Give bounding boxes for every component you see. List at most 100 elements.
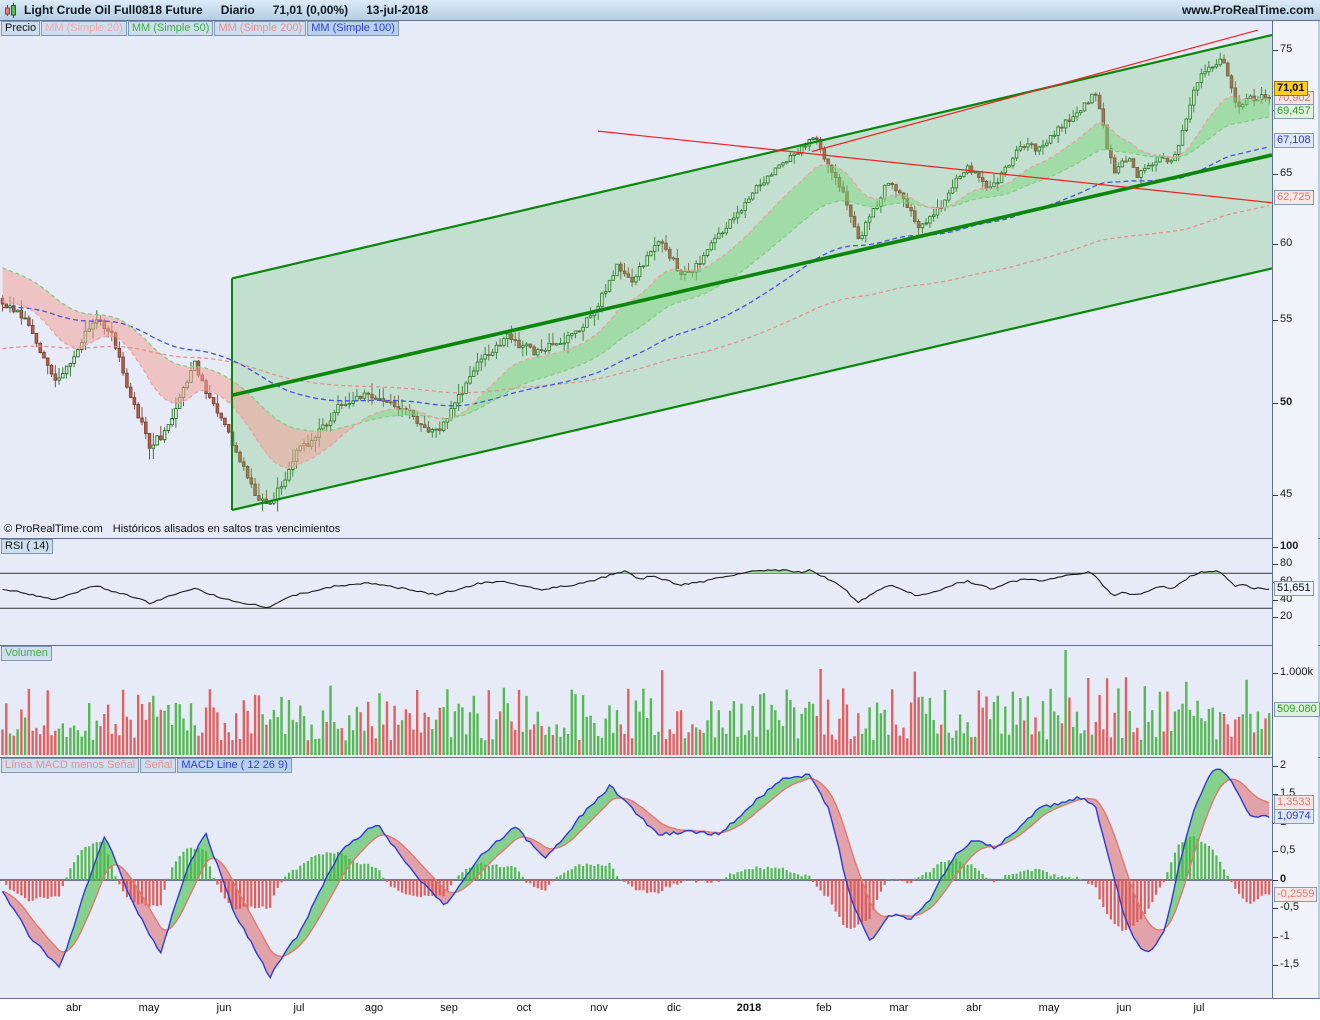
price-tick-mark: [1273, 174, 1278, 175]
rsi-tick-label: 20: [1280, 610, 1293, 622]
month-label-2018: 2018: [736, 1002, 762, 1014]
macd-band-bullish: [168, 833, 215, 930]
macd-tick-label: -0,5: [1280, 901, 1299, 913]
macd-current-value-box: -0,2559: [1274, 887, 1318, 902]
timeframe-label[interactable]: Diario: [220, 3, 255, 17]
volume-chip-row: Volumen: [1, 646, 52, 661]
copyright-text: © ProRealTime.com: [4, 523, 103, 535]
macd-tick-mark: [1273, 766, 1278, 767]
month-label-nov: nov: [590, 1002, 608, 1014]
month-label-jun: jun: [216, 1002, 232, 1014]
candlestick-logo-icon: [4, 2, 18, 18]
website-link[interactable]: www.ProRealTime.com: [1181, 3, 1314, 17]
price-tick-label: 75: [1280, 43, 1293, 55]
time-axis-strip[interactable]: abr may jun jul ago sep oct nov dic 2018 feb mar abr…: [0, 999, 1320, 1020]
month-label-jun: jun: [1116, 1002, 1132, 1014]
ma-cloud-bullish: [945, 96, 1270, 208]
ma100-line: [2, 146, 1270, 407]
price-current-value-box: 67,108: [1274, 133, 1314, 148]
macd-panel-bg: [0, 756, 1272, 998]
footnote-text: Históricos alisados en saltos tras venci…: [112, 523, 341, 535]
channel-mid-line: [231, 153, 1272, 397]
channel-bottom-line: [231, 267, 1272, 512]
month-label-feb: feb: [816, 1002, 832, 1014]
macd-tick-mark: [1273, 880, 1278, 881]
month-label-jul: jul: [1193, 1002, 1205, 1014]
volume-label-chip[interactable]: Volumen: [1, 646, 52, 661]
rsi-tick-mark: [1273, 600, 1278, 601]
rsi-chip-row: RSI ( 14): [1, 539, 54, 554]
legend-ma50-chip[interactable]: MM (Simple 50): [127, 21, 214, 36]
macd-band-bearish: [621, 798, 722, 836]
ma-cloud-bearish: [2, 267, 358, 468]
price-tick-label: 65: [1280, 167, 1293, 179]
macd-tick-mark: [1273, 937, 1278, 938]
rsi-overbought-fill: [742, 569, 817, 574]
month-label-sep: sep: [440, 1002, 458, 1014]
last-price-and-change: 71,01 (0,00%): [272, 3, 349, 17]
price-tick-mark: [1273, 50, 1278, 51]
price-tick-mark: [1273, 244, 1278, 245]
rsi-tick-label: 80: [1280, 557, 1293, 569]
price-tick-label: 45: [1280, 488, 1293, 500]
macd-chip-row: Línea MACD menos Señal Señal MACD Line (…: [1, 758, 292, 773]
rsi-current-value-box: 51,651: [1274, 581, 1314, 596]
price-tick-mark: [1273, 495, 1278, 496]
macd-band-bearish: [117, 865, 168, 953]
macd-band-bullish: [997, 796, 1084, 846]
copyright-line: © ProRealTime.com Históricos alisados en …: [4, 523, 350, 535]
ma-cloud-bullish: [357, 409, 435, 424]
price-tick-mark: [1273, 403, 1278, 404]
price-current-value-box: 71,01: [1274, 81, 1308, 96]
macd-band-bearish: [385, 835, 455, 905]
macd-histogram-chip[interactable]: Línea MACD menos Señal: [1, 758, 140, 773]
ma50-line: [2, 116, 1270, 432]
red-ascending-trendline: [811, 29, 1259, 153]
macd-tick-mark: [1273, 794, 1278, 795]
macd-band-bullish: [1164, 769, 1231, 929]
price-tick-label: 55: [1280, 313, 1293, 325]
macd-signal-chip[interactable]: Señal: [140, 758, 177, 773]
rsi-tick-label: 40: [1280, 593, 1293, 605]
volume-tick-label: 1.000k: [1280, 666, 1314, 678]
rsi-label-chip[interactable]: RSI ( 14): [1, 539, 54, 554]
month-label-dic: dic: [666, 1002, 682, 1014]
instrument-name: Light Crude Oil Full0818 Future: [24, 3, 203, 17]
title-bar: Light Crude Oil Full0818 Future Diario 7…: [0, 0, 1320, 21]
price-tick-label: 60: [1280, 237, 1293, 249]
price-current-value-box: 69,457: [1274, 104, 1314, 119]
macd-line: [1, 768, 1270, 980]
legend-price-chip[interactable]: Precio: [1, 21, 41, 36]
legend-ma100-chip[interactable]: MM (Simple 100): [307, 21, 399, 36]
main-chart-layer: [0, 29, 1272, 512]
macd-tick-label: 0: [1280, 873, 1287, 885]
macd-tick-mark: [1273, 908, 1278, 909]
legend-ma20-chip[interactable]: MM (Simple 20): [41, 21, 127, 36]
macd-tick-label: -1: [1280, 930, 1290, 942]
month-label-ago: ago: [364, 1002, 384, 1014]
macd-current-value-box: 1,0974: [1274, 809, 1314, 824]
legend-ma200-chip[interactable]: MM (Simple 200): [214, 21, 307, 36]
macd-histogram-positive: [65, 836, 1229, 880]
price-tick-label: 50: [1280, 396, 1293, 408]
month-label-abr: abr: [966, 1002, 982, 1014]
month-label-oct: oct: [516, 1002, 532, 1014]
macd-band-bearish: [524, 837, 554, 858]
macd-current-value-box: 1,3533: [1274, 795, 1314, 810]
macd-tick-mark: [1273, 965, 1278, 966]
volume-bars-down: [1, 669, 1267, 755]
volume-bars-up: [8, 650, 1271, 755]
macd-line-chip[interactable]: MACD Line ( 12 26 9): [177, 758, 292, 773]
macd-tick-label: 2: [1280, 759, 1287, 771]
price-axis-column[interactable]: 75 65 60 55 50 45 70,902 71,01 69,457 67,108 62,72…: [1273, 21, 1320, 998]
red-descending-trendline: [597, 130, 1272, 204]
rsi-tick-label: 100: [1280, 540, 1299, 552]
price-tick-mark: [1273, 320, 1278, 321]
trend-channel-fill: [232, 35, 1272, 510]
macd-band-bullish: [913, 840, 992, 916]
rsi-tick-mark: [1273, 564, 1278, 565]
rsi-tick-mark: [1273, 617, 1278, 618]
macd-band-bearish: [2, 891, 66, 967]
